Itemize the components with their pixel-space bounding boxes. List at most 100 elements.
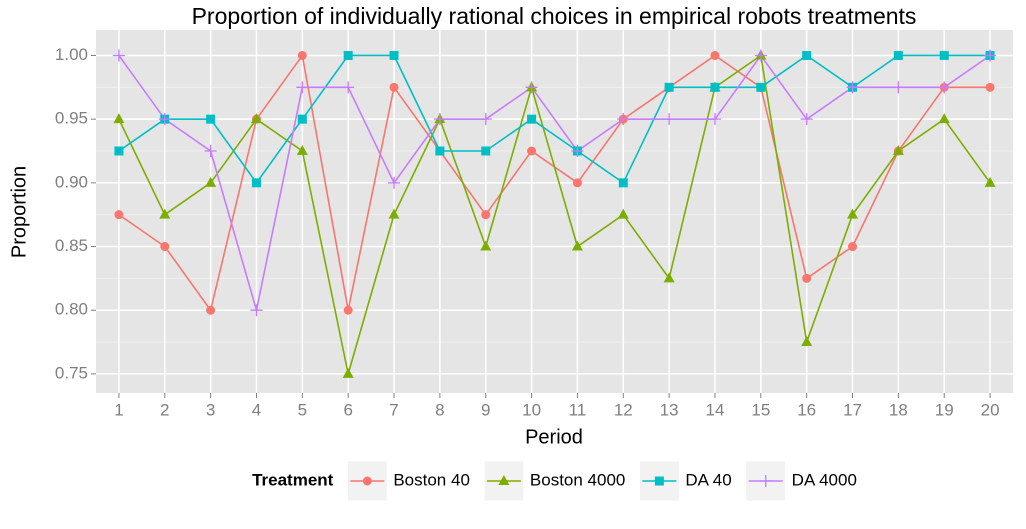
point [206,305,216,315]
point [846,81,859,94]
point [572,178,582,188]
point [481,146,491,156]
x-tick-label: 7 [389,400,398,419]
point [525,81,538,94]
point [800,113,813,126]
y-tick-label: 0.75 [55,363,88,382]
series-line [118,54,991,311]
point [343,50,353,60]
x-tick-label: 2 [160,400,169,419]
point [801,336,813,347]
point [159,208,171,219]
point [204,145,217,157]
x-tick-label: 20 [981,400,1000,419]
point [571,240,583,251]
y-tick-label: 0.85 [55,236,88,255]
point [388,208,400,219]
point [296,81,309,94]
point [160,242,170,252]
point [984,49,997,62]
point [756,82,766,92]
y-axis-title: Proportion [8,166,30,258]
point [938,81,951,94]
point [342,367,354,378]
point [708,113,721,126]
x-tick-label: 4 [252,400,261,419]
point [571,145,584,157]
point [250,113,262,124]
chart-title: Proportion of individually rational choi… [192,3,917,29]
x-tick-label: 15 [751,400,770,419]
point [112,49,125,62]
point [205,176,217,187]
point [481,210,491,220]
point [617,113,630,126]
point [663,272,675,283]
point [664,82,674,92]
point [802,273,812,283]
point [435,146,445,156]
x-tick-label: 11 [569,400,587,419]
x-tick-label: 13 [660,400,679,419]
point [617,208,629,219]
point [433,113,446,126]
point [754,49,767,62]
legend-key-marker [654,476,664,486]
legend-key-marker [362,476,372,486]
point [389,50,399,60]
y-tick-label: 0.90 [55,172,88,191]
legend-label: DA 40 [685,470,731,489]
x-tick-label: 1 [114,400,123,419]
point [113,113,125,124]
series-line [118,54,991,375]
x-tick-label: 8 [435,400,444,419]
series-line [118,54,991,185]
x-tick-label: 17 [843,400,862,419]
legend-title: Treatment [252,470,334,489]
legend-key-marker [498,475,510,485]
point [984,176,996,187]
point [206,114,216,124]
x-tick-label: 10 [522,400,541,419]
point [618,178,628,188]
point [297,50,307,60]
point [114,146,124,156]
point [939,50,949,60]
point [158,113,171,126]
y-tick-label: 0.95 [55,109,88,128]
point [710,82,720,92]
point [892,145,904,155]
point [985,82,995,92]
point [389,82,399,92]
point [296,145,308,155]
point [388,176,401,189]
point [848,242,858,252]
y-tick-label: 0.80 [55,300,88,319]
point [297,114,307,124]
point [663,113,676,126]
legend-label: Boston 4000 [530,470,625,489]
point [114,210,124,220]
point [892,81,905,94]
x-tick-label: 14 [706,400,725,419]
plot-background [96,30,1013,393]
x-tick-label: 19 [935,400,954,419]
point [893,50,903,60]
legend-label: Boston 40 [393,470,470,489]
legend: Treatment Boston 40 Boston 4000 DA 40 DA 400… [252,460,857,502]
point [527,146,537,156]
point [710,50,720,60]
x-tick-label: 9 [481,400,490,419]
point [251,178,261,188]
x-tick-label: 6 [343,400,352,419]
x-tick-label: 5 [298,400,307,419]
x-tick-label: 3 [206,400,215,419]
point [342,81,355,94]
point [802,50,812,60]
point [250,304,263,317]
x-tick-label: 18 [889,400,908,419]
point [343,305,353,315]
point [527,114,537,124]
point [480,240,492,251]
